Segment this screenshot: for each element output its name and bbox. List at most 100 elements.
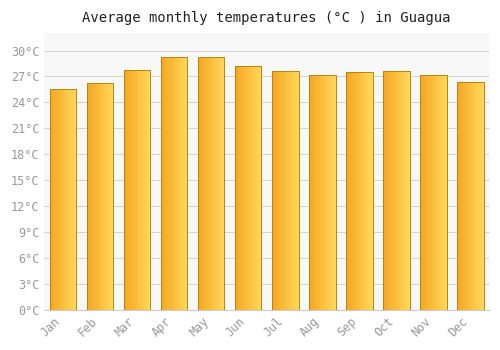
Bar [394,71,395,310]
Bar [171,57,172,310]
Bar [62,89,64,310]
Bar [443,75,444,310]
Bar [205,57,206,310]
Bar [405,71,406,310]
Bar [310,75,311,310]
Bar [126,70,128,310]
Bar [272,71,298,310]
Bar [70,89,71,310]
Bar [96,83,97,310]
Bar [97,83,98,310]
Bar [59,89,60,310]
Bar [247,66,248,310]
Bar [436,75,438,310]
Bar [457,83,458,310]
Bar [252,66,254,310]
Bar [60,89,62,310]
Bar [292,71,293,310]
Bar [355,72,356,310]
Bar [442,75,443,310]
Bar [403,71,404,310]
Bar [112,83,114,310]
Bar [371,72,372,310]
Bar [74,89,76,310]
Bar [67,89,68,310]
Bar [217,57,218,310]
Bar [103,83,104,310]
Bar [254,66,255,310]
Bar [392,71,393,310]
Bar [106,83,107,310]
Bar [319,75,320,310]
Bar [282,71,283,310]
Bar [358,72,359,310]
Bar [209,57,210,310]
Bar [291,71,292,310]
Bar [397,71,398,310]
Bar [385,71,386,310]
Bar [424,75,426,310]
Bar [135,70,136,310]
Bar [468,83,469,310]
Bar [110,83,112,310]
Bar [248,66,250,310]
Bar [138,70,140,310]
Bar [132,70,133,310]
Bar [281,71,282,310]
Bar [204,57,205,310]
Bar [95,83,96,310]
Bar [370,72,371,310]
Bar [258,66,260,310]
Bar [383,71,384,310]
Bar [90,83,92,310]
Bar [278,71,280,310]
Bar [148,70,150,310]
Bar [50,89,76,310]
Bar [128,70,130,310]
Bar [457,83,483,310]
Bar [396,71,397,310]
Bar [260,66,262,310]
Bar [474,83,476,310]
Bar [368,72,369,310]
Bar [334,75,336,310]
Bar [245,66,246,310]
Bar [212,57,214,310]
Bar [479,83,480,310]
Bar [298,71,300,310]
Bar [50,89,51,310]
Bar [255,66,256,310]
Bar [55,89,56,310]
Bar [283,71,284,310]
Bar [459,83,460,310]
Bar [310,75,312,310]
Bar [407,71,408,310]
Bar [210,57,212,310]
Bar [458,83,459,310]
Bar [362,72,364,310]
Bar [246,66,247,310]
Bar [94,83,95,310]
Bar [66,89,67,310]
Bar [346,72,372,310]
Bar [207,57,208,310]
Bar [432,75,433,310]
Bar [141,70,142,310]
Bar [483,83,484,310]
Bar [146,70,148,310]
Bar [391,71,392,310]
Bar [460,83,461,310]
Bar [250,66,252,310]
Bar [88,83,90,310]
Bar [184,57,186,310]
Bar [312,75,314,310]
Bar [169,57,170,310]
Bar [476,83,478,310]
Bar [236,66,238,310]
Bar [280,71,281,310]
Bar [100,83,102,310]
Bar [219,57,220,310]
Bar [426,75,428,310]
Bar [429,75,430,310]
Bar [243,66,244,310]
